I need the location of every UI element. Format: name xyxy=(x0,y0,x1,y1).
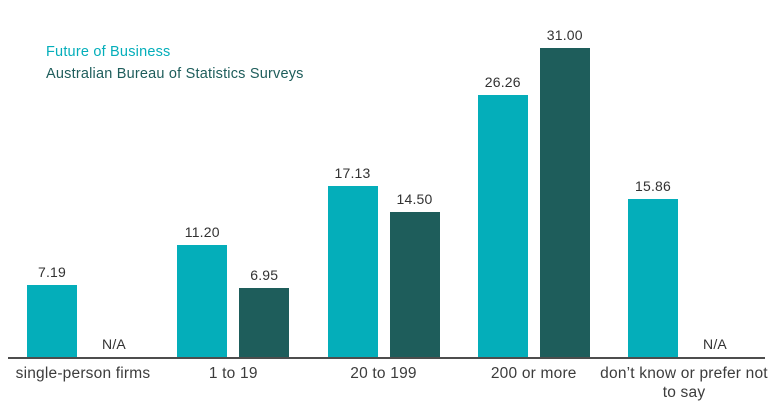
category-label: 200 or more xyxy=(490,365,577,382)
value-label: 26.26 xyxy=(484,74,521,90)
bar-future-of-business xyxy=(327,186,378,357)
category-label: don’t know or prefer not to say xyxy=(600,365,768,401)
value-label: 14.50 xyxy=(396,191,433,207)
bar-future-of-business xyxy=(27,285,77,357)
bar-future-of-business xyxy=(477,95,528,357)
bar-future-of-business xyxy=(628,199,678,357)
category-label: 20 to 199 xyxy=(350,365,417,382)
bar-abs-surveys xyxy=(389,212,440,357)
bar-abs-surveys xyxy=(239,288,290,357)
x-axis-line xyxy=(8,357,765,359)
legend-abs-surveys: Australian Bureau of Statistics Surveys xyxy=(46,66,304,82)
legend-future-of-business: Future of Business xyxy=(46,44,171,60)
value-label: 6.95 xyxy=(250,267,279,283)
value-label: 31.00 xyxy=(546,27,583,43)
bar-future-of-business xyxy=(177,245,228,357)
na-label: N/A xyxy=(703,336,727,352)
category-label: 1 to 19 xyxy=(208,365,258,382)
value-label: 15.86 xyxy=(634,178,672,194)
value-label: 17.13 xyxy=(334,165,371,181)
bar-abs-surveys xyxy=(539,48,590,357)
na-label: N/A xyxy=(102,336,126,352)
category-label: single-person firms xyxy=(15,365,151,382)
chart-legend: Future of Business Australian Bureau of … xyxy=(46,44,304,88)
value-label: 11.20 xyxy=(184,224,220,240)
value-label: 7.19 xyxy=(37,264,67,280)
